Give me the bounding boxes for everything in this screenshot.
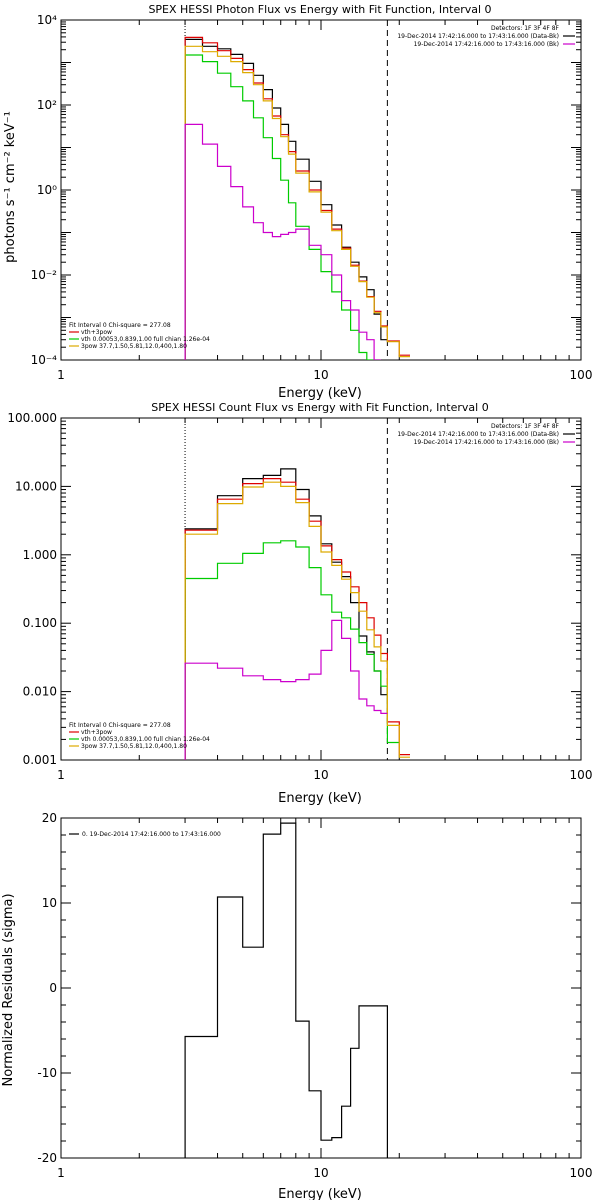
legend-top-right-item: 19-Dec-2014 17:42:16.000 to 17:43:16.000… xyxy=(414,41,559,48)
legend-top-right-item: 19-Dec-2014 17:42:16.000 to 17:43:16.000… xyxy=(397,431,559,438)
series-group xyxy=(184,468,410,760)
y-tick-label: 10⁻² xyxy=(31,268,58,282)
y-tick-label: 10.000 xyxy=(15,479,57,493)
y-tick-label: 10⁻⁴ xyxy=(31,353,58,367)
y-tick-label: 100.000 xyxy=(7,411,57,425)
series-line-data-bk xyxy=(184,38,388,360)
series-line-vth-3pow xyxy=(184,478,410,760)
y-tick-label: 0.100 xyxy=(23,616,57,630)
x-tick-label: 1 xyxy=(57,368,65,382)
legend-top-right-item: Detectors: 1F 3F 4F 8F xyxy=(491,25,560,32)
count-flux-xlabel: Energy (keV) xyxy=(278,791,362,806)
x-tick-label: 100 xyxy=(570,768,593,782)
count-flux-panel: SPEX HESSI Count Flux vs Energy with Fit… xyxy=(7,401,592,806)
y-tick-label: -10 xyxy=(37,1066,57,1080)
series-group xyxy=(184,36,410,360)
x-tick-label: 10 xyxy=(313,1166,328,1180)
x-tick-label: 100 xyxy=(570,1166,593,1180)
legend-top-right-item: 19-Dec-2014 17:42:16.000 to 17:43:16.000… xyxy=(414,439,559,446)
x-tick-label: 10 xyxy=(313,368,328,382)
legend-bottom-left-item: vth 0.00053,0.839,1.00 full chian 1.26e-… xyxy=(81,736,210,743)
series-line-data-bk xyxy=(184,468,388,760)
y-tick-label: 20 xyxy=(42,811,57,825)
photon-flux-ylabel: photons s⁻¹ cm⁻² keV⁻¹ xyxy=(3,111,18,263)
series-line-3pow xyxy=(184,45,410,360)
legend-bottom-left-item: 3pow 37.7,1.50,5.81,12.0,400,1.80 xyxy=(81,343,187,350)
series-line-3pow xyxy=(184,481,410,760)
y-tick-label: 0.001 xyxy=(23,753,57,767)
residuals-panel: Energy (keV) Normalized Residuals (sigma… xyxy=(1,811,592,1200)
y-tick-label: -20 xyxy=(37,1151,57,1165)
count-flux-title: SPEX HESSI Count Flux vs Energy with Fit… xyxy=(151,401,488,414)
legend-bottom-left-item: 3pow 37.7,1.50,5.81,12.0,400,1.80 xyxy=(81,743,187,750)
series-line-bk xyxy=(184,123,381,360)
y-tick-label: 10⁴ xyxy=(37,13,57,27)
series-line-vth xyxy=(184,540,400,760)
photon-flux-panel: SPEX HESSI Photon Flux vs Energy with Fi… xyxy=(3,3,592,401)
y-tick-label: 0 xyxy=(49,981,57,995)
series-group xyxy=(184,822,388,1158)
series-line-vth-3pow xyxy=(184,36,410,360)
legend-bottom-left-item: vth+3pow xyxy=(81,729,112,736)
y-tick-label: 10² xyxy=(37,98,57,112)
legend-top-right-item: 19-Dec-2014 17:42:16.000 to 17:43:16.000… xyxy=(397,33,559,40)
x-tick-label: 1 xyxy=(57,1166,65,1180)
y-tick-label: 10⁰ xyxy=(37,183,57,197)
x-tick-label: 1 xyxy=(57,768,65,782)
series-line-vth xyxy=(184,54,381,360)
residuals-ylabel: Normalized Residuals (sigma) xyxy=(1,893,16,1086)
y-tick-label: 0.010 xyxy=(23,685,57,699)
photon-flux-title: SPEX HESSI Photon Flux vs Energy with Fi… xyxy=(148,3,491,16)
legend-bottom-left-item: Fit Interval 0 Chi-square = 277.08 xyxy=(69,322,171,329)
legend-bottom-left-item: vth 0.00053,0.839,1.00 full chian 1.26e-… xyxy=(81,336,210,343)
legend-top-left-item: 0. 19-Dec-2014 17:42:16.000 to 17:43:16.… xyxy=(82,831,221,838)
x-tick-label: 100 xyxy=(570,368,593,382)
residuals-xlabel: Energy (keV) xyxy=(278,1187,362,1200)
x-tick-label: 10 xyxy=(313,768,328,782)
legend-bottom-left-item: Fit Interval 0 Chi-square = 277.08 xyxy=(69,722,171,729)
photon-flux-xlabel: Energy (keV) xyxy=(278,386,362,401)
y-tick-label: 1.000 xyxy=(23,548,57,562)
series-line-bk xyxy=(184,619,388,760)
legend-bottom-left-item: vth+3pow xyxy=(81,329,112,336)
legend-top-right-item: Detectors: 1F 3F 4F 8F xyxy=(491,423,560,430)
y-tick-label: 10 xyxy=(42,896,57,910)
series-line-residuals xyxy=(184,822,388,1158)
